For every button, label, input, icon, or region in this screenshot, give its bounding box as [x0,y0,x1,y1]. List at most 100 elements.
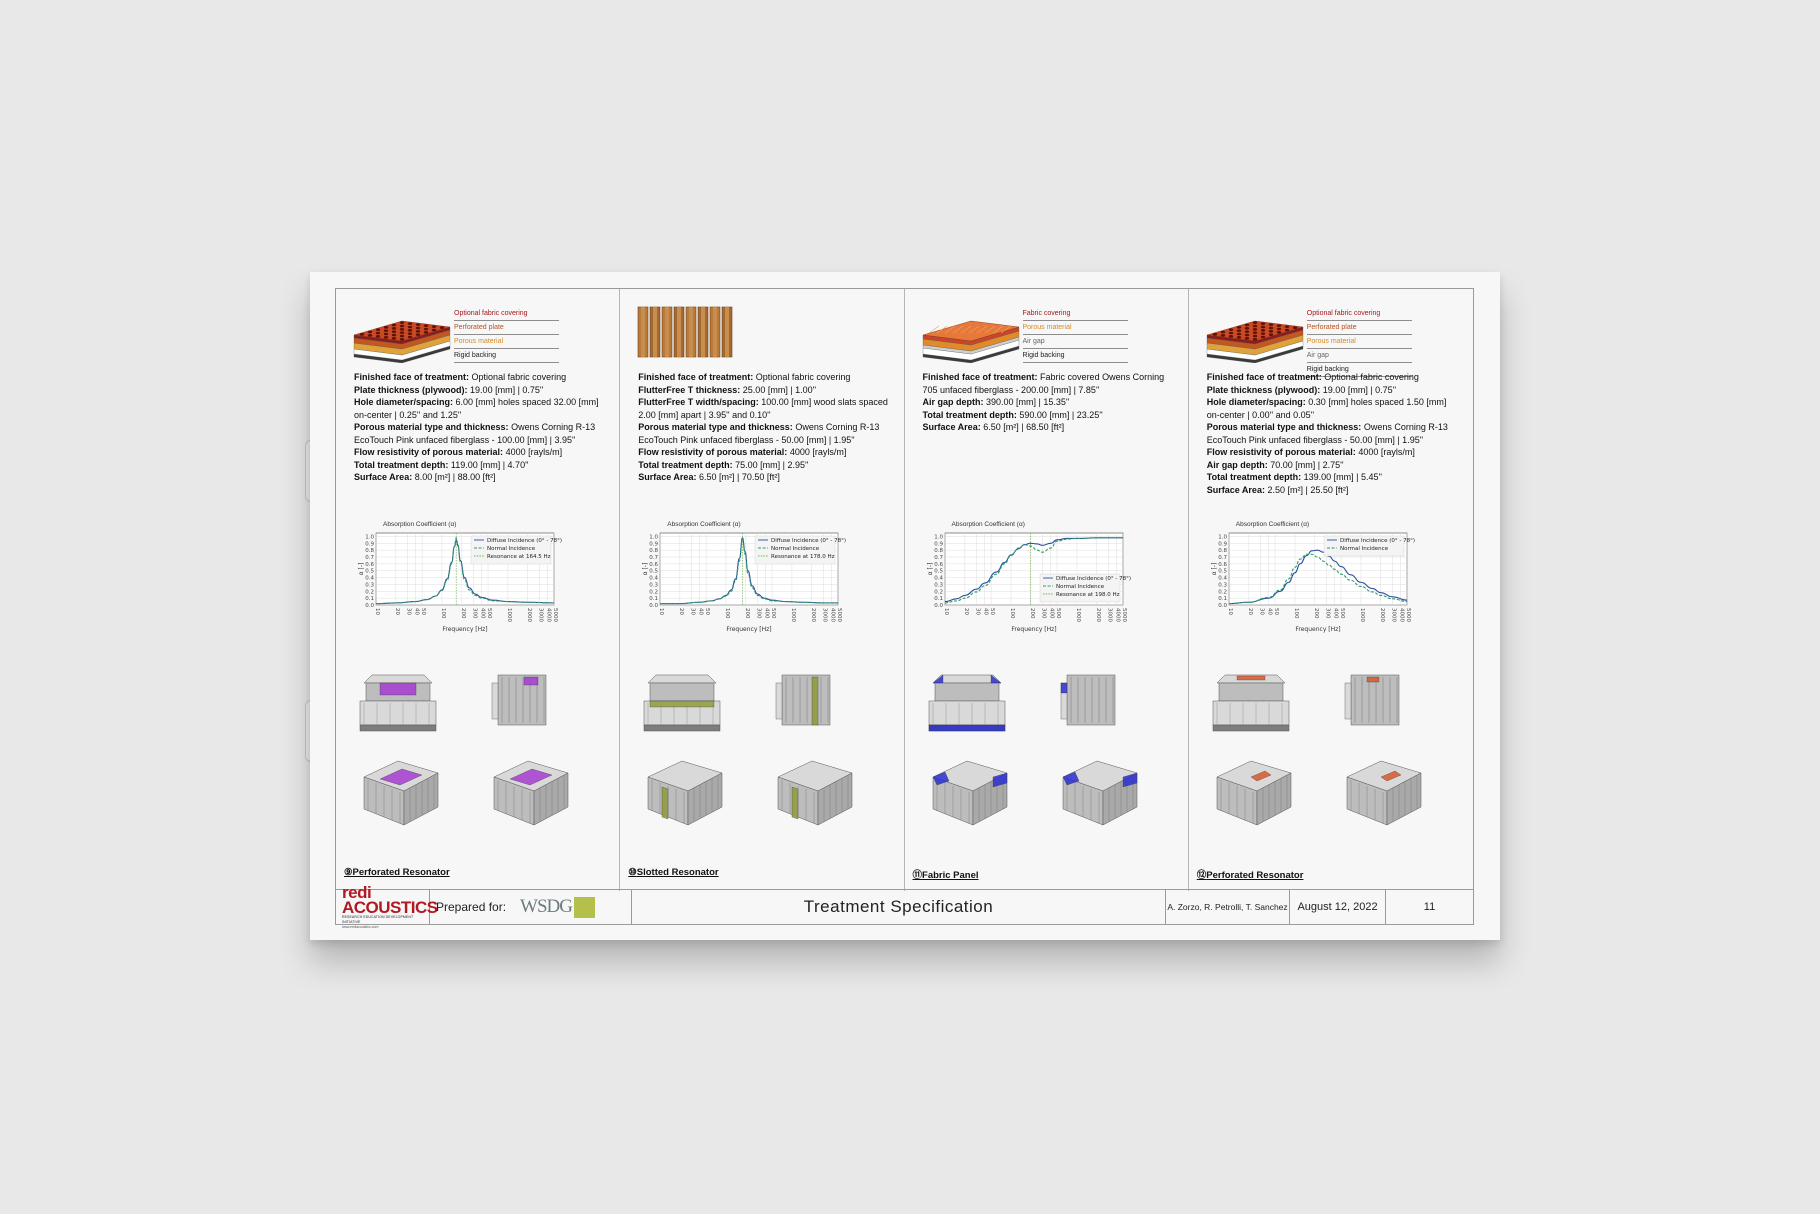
roof-cap [931,674,1002,684]
fabric-texture [976,325,987,334]
y-tick-label: 0.9 [365,541,374,547]
layer-legend-item: Porous material [454,335,559,349]
room-model-view [776,674,831,726]
chart-title: Absorption Coefficient (α) [667,521,741,528]
perforation-hole [1252,324,1257,328]
caption-number: ⑨ [344,867,353,878]
title-block: redi ACOUSTICS RESEARCH EDUCATION DEVELO… [336,884,1473,929]
layer-legend-item: Fabric covering [1022,307,1128,321]
iso-right-face [1386,772,1421,826]
chart-title: Absorption Coefficient (α) [951,521,1025,528]
x-tick-label: 5000 [836,608,842,622]
y-tick-label: 1.0 [1218,534,1227,540]
y-axis-label: α [-] [642,563,649,576]
wood-slat-highlight [713,307,718,357]
x-tick-label: 400 [764,608,770,619]
x-tick-label: 10 [943,608,949,615]
perforation-hole [1276,327,1281,331]
perforation-hole [1252,328,1257,331]
spec-item: Total treatment depth: 119.00 [mm] | 4.7… [354,459,609,472]
perforation-hole [399,334,405,338]
upper-volume [934,682,999,702]
layer-stack-graphic [922,320,1019,363]
perforation-hole [367,330,373,334]
wood-slat-highlight [689,307,694,357]
x-tick-label: 30 [405,608,411,615]
perforation-hole [399,321,405,324]
perforation-hole [415,326,421,330]
perforation-hole [399,331,405,334]
spec-value: 4000 [rayls/m] [1358,447,1415,457]
iso-right-face [818,772,853,826]
y-tick-label: 0.0 [650,603,659,609]
building-model [1216,760,1292,826]
perforation-hole [407,335,413,339]
legend-entry: Normal Incidence [1340,546,1389,552]
document-date: August 12, 2022 [1290,890,1386,924]
perforation-hole [399,338,405,341]
treatment-columns: Optional fabric covering Perforated plate… [336,289,1473,891]
perforation-hole [1244,327,1249,330]
y-tick-label: 0.2 [1218,589,1227,595]
x-tick-label: 5000 [1405,608,1411,622]
y-tick-label: 0.0 [365,603,374,609]
side-volume [782,674,831,726]
layer-legend: Fabric covering Porous material Air gap Rig… [1022,307,1128,363]
layer-legend-item: Optional fabric covering [1306,307,1412,321]
spec-value: 590.00 [mm] | 23.25'' [1019,409,1103,420]
spec-list: Finished face of treatment: Optional fab… [1207,371,1462,496]
spec-item: Finished face of treatment: Optional fab… [354,371,609,384]
wood-slat-highlight [677,307,682,357]
spec-item: Surface Area: 2.50 [m²] | 25.50 [ft²] [1207,484,1462,497]
perforation-hole [391,330,397,333]
iso-right-face [1256,772,1291,826]
y-tick-label: 0.3 [934,582,943,588]
treatment-highlight [928,724,1005,732]
spec-label: Finished face of treatment: [1206,372,1322,382]
x-tick-label: 5000 [1121,608,1127,622]
y-tick-label: 1.0 [650,534,659,540]
x-tick-label: 4000 [1398,608,1404,622]
perforation-hole [431,325,437,328]
treatment-highlight [1366,676,1379,683]
fabric-texture [984,325,995,334]
perforation-hole [1252,331,1257,334]
x-tick-label: 300 [1040,608,1046,619]
spec-list: Finished face of treatment: Optional fab… [638,371,893,484]
wood-slat-highlight [653,307,658,357]
spec-value: 390.00 [mm] | 15.35'' [986,397,1070,407]
perforation-hole [1260,332,1265,335]
perforation-hole [1260,329,1265,332]
fabric-texture [952,325,963,334]
perforation-hole [415,330,421,333]
fabric-texture [1000,325,1011,334]
y-tick-label: 0.2 [650,589,659,595]
spec-item: Air gap depth: 70.00 [mm] | 2.75'' [1207,459,1462,472]
x-tick-label: 50 [1273,608,1279,615]
wood-slat-highlight [701,307,706,357]
spec-value: 139.00 [mm] | 5.45'' [1303,472,1382,482]
perforation-hole [1228,328,1233,331]
spec-list: Finished face of treatment: Fabric cover… [923,371,1178,434]
x-tick-label: 3000 [822,608,828,622]
absorption-chart: 0.00.10.20.30.40.50.60.70.80.91.010 20 30 4… [927,532,1130,633]
treatment-caption: ⑨Perforated Resonator [344,867,450,878]
document-title: Treatment Specification [632,890,1166,924]
perforation-hole [1268,330,1273,333]
spec-value: Owens Corning R-13 EcoTouch Pink unfaced… [1206,422,1448,445]
absorption-chart-panel: Absorption Coefficient (α) 0.0 0.1 0.2 0.3 0.… [1211,521,1461,649]
perforation-hole [1244,330,1249,333]
material-graphic [922,320,1019,363]
fabric-texture [968,325,979,334]
treatment-highlight [1122,772,1137,788]
x-tick-label: 5000 [552,608,558,622]
side-volume [1066,674,1115,726]
x-tick-label: 10 [658,608,664,615]
spec-value: 19.00 [mm] | 0.75'' [1322,384,1397,395]
legend-entry: Diffuse Incidence (0° - 78°) [771,538,846,544]
perforation-hole [1252,321,1257,324]
building-model [1061,760,1138,826]
layer-legend-item: Perforated plate [1306,321,1412,335]
y-tick-label: 0.6 [1218,562,1227,568]
perforation-hole [1268,326,1273,330]
